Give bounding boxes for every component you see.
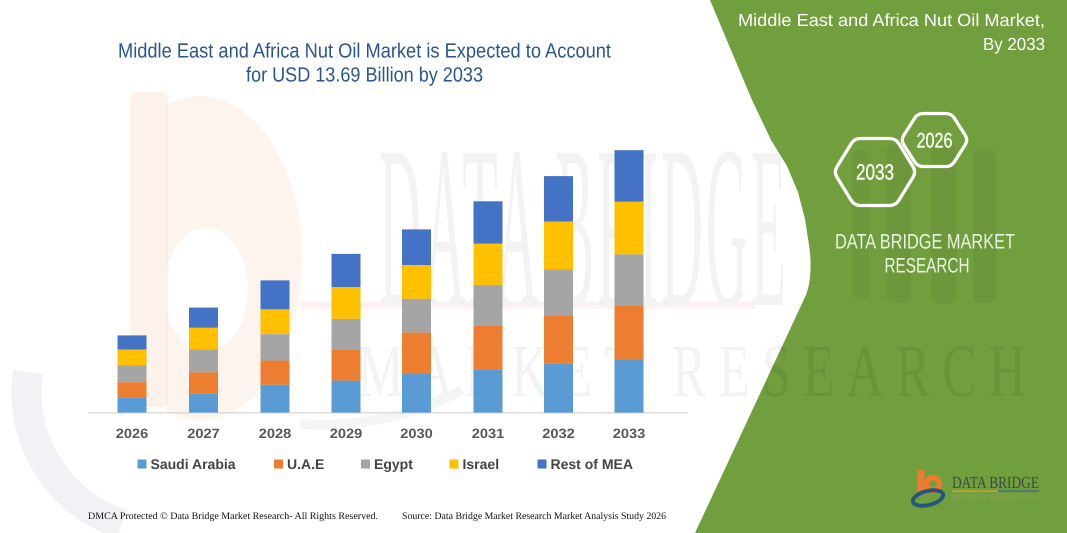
svg-text:2026: 2026 — [917, 130, 953, 153]
svg-text:U.A.E: U.A.E — [287, 456, 324, 472]
svg-text:Rest of MEA: Rest of MEA — [551, 456, 633, 472]
svg-text:2026: 2026 — [116, 426, 149, 441]
svg-text:2033: 2033 — [856, 160, 894, 185]
svg-text:2031: 2031 — [472, 426, 505, 441]
svg-text:RESEARCH: RESEARCH — [885, 255, 970, 278]
svg-text:Egypt: Egypt — [374, 456, 413, 472]
svg-text:DMCA Protected © Data Bridge M: DMCA Protected © Data Bridge Market Rese… — [88, 511, 378, 522]
svg-text:2027: 2027 — [187, 426, 220, 441]
svg-text:2030: 2030 — [400, 426, 433, 441]
svg-text:Middle East and Africa Nut Oil: Middle East and Africa Nut Oil Market, — [738, 10, 1045, 30]
svg-text:By 2033: By 2033 — [983, 34, 1045, 54]
svg-text:2032: 2032 — [542, 426, 575, 441]
svg-text:Source: Data Bridge Market Res: Source: Data Bridge Market Research Mark… — [402, 511, 666, 522]
svg-text:2033: 2033 — [613, 426, 646, 441]
svg-text:for USD 13.69 Billion by 2033: for USD 13.69 Billion by 2033 — [246, 64, 483, 87]
svg-text:DATA BRIDGE: DATA BRIDGE — [379, 99, 789, 356]
svg-text:DATA BRIDGE MARKET: DATA BRIDGE MARKET — [835, 231, 1015, 254]
svg-text:DATA BRIDGE: DATA BRIDGE — [952, 473, 1039, 492]
svg-text:2028: 2028 — [259, 426, 292, 441]
svg-text:2029: 2029 — [330, 426, 363, 441]
svg-text:Middle East and Africa Nut Oil: Middle East and Africa Nut Oil Market is… — [118, 40, 611, 63]
svg-text:Israel: Israel — [463, 456, 500, 472]
svg-text:Saudi Arabia: Saudi Arabia — [151, 456, 236, 472]
svg-text:MARKET RESEARCH: MARKET RESEARCH — [952, 493, 1037, 502]
